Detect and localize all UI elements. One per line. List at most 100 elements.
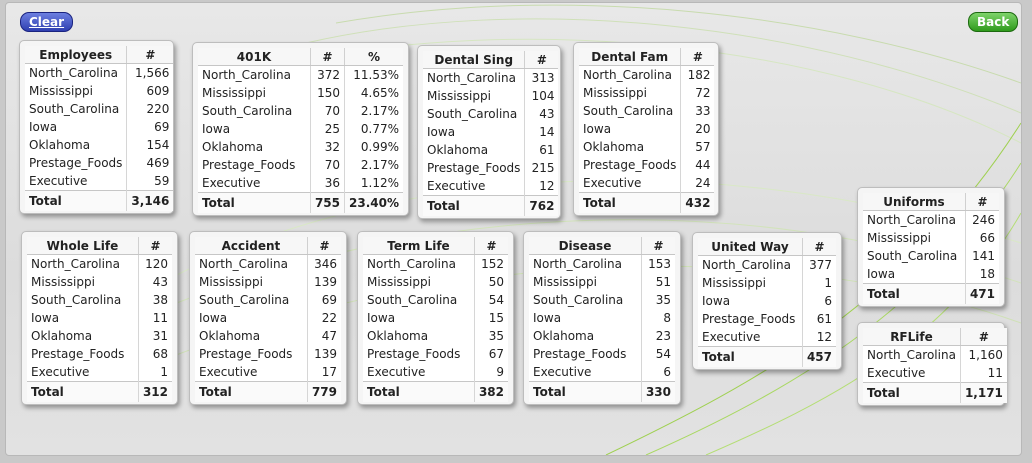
table-row[interactable]: Executive 12: [698, 328, 836, 347]
table-row[interactable]: South_Carolina 33: [579, 102, 714, 120]
table-row[interactable]: South_Carolina 38: [27, 291, 172, 309]
row-value[interactable]: 11: [987, 366, 1003, 380]
table-title[interactable]: Dental Sing: [423, 51, 526, 69]
table-row[interactable]: Executive 59: [25, 172, 173, 191]
row-value[interactable]: 4.65%: [360, 86, 399, 100]
row-value[interactable]: 120: [145, 257, 168, 271]
row-value[interactable]: 372: [310, 65, 346, 84]
row-label[interactable]: Mississippi: [363, 273, 475, 291]
row-value[interactable]: 1,566: [135, 66, 170, 80]
row-label[interactable]: South_Carolina: [363, 291, 475, 309]
row-value[interactable]: 25: [310, 120, 346, 138]
row-value[interactable]: 66: [979, 231, 995, 245]
row-value[interactable]: 0.77%: [360, 122, 399, 136]
row-label[interactable]: Oklahoma: [579, 138, 682, 156]
row-label[interactable]: South_Carolina: [27, 291, 139, 309]
row-value[interactable]: 377: [809, 258, 832, 272]
table-row[interactable]: Executive 9: [363, 363, 508, 382]
table-row[interactable]: Oklahoma 61: [423, 141, 558, 159]
table-row[interactable]: Iowa 69: [25, 118, 173, 136]
row-label[interactable]: Iowa: [27, 309, 139, 327]
row-value[interactable]: 313: [531, 71, 555, 85]
table-row[interactable]: Oklahoma 47: [195, 327, 341, 345]
row-label[interactable]: Mississippi: [579, 84, 682, 102]
row-label[interactable]: North_Carolina: [698, 255, 803, 274]
row-value[interactable]: 469: [146, 156, 170, 170]
table-row[interactable]: Prestage_Foods 54: [529, 345, 675, 363]
row-label[interactable]: Oklahoma: [198, 138, 311, 156]
table-row[interactable]: Executive 11: [863, 364, 1007, 383]
row-value[interactable]: 9: [496, 365, 504, 379]
column-header[interactable]: #: [310, 48, 346, 66]
table-row[interactable]: North_Carolina 246: [863, 210, 999, 229]
table-row[interactable]: Iowa 14: [423, 123, 558, 141]
row-label[interactable]: Executive: [863, 364, 961, 383]
row-label[interactable]: Prestage_Foods: [25, 154, 128, 172]
row-value[interactable]: 139: [314, 275, 337, 289]
row-label[interactable]: South_Carolina: [423, 105, 526, 123]
table-row[interactable]: Oklahoma 32 0.99%: [198, 138, 403, 156]
table-row[interactable]: Iowa 6: [698, 292, 836, 310]
row-value[interactable]: 1,160: [968, 348, 1003, 362]
table-title[interactable]: Dental Fam: [579, 48, 682, 66]
row-value[interactable]: 23: [655, 329, 671, 343]
table-row[interactable]: Prestage_Foods 67: [363, 345, 508, 363]
table-row[interactable]: Oklahoma 154: [25, 136, 173, 154]
row-label[interactable]: North_Carolina: [579, 65, 682, 84]
row-value[interactable]: 54: [655, 347, 671, 361]
row-label[interactable]: South_Carolina: [529, 291, 642, 309]
row-label[interactable]: Oklahoma: [195, 327, 308, 345]
row-value[interactable]: 220: [146, 102, 170, 116]
row-label[interactable]: Mississippi: [195, 273, 308, 291]
row-value[interactable]: 68: [152, 347, 168, 361]
row-label[interactable]: Prestage_Foods: [423, 159, 526, 177]
table-row[interactable]: Prestage_Foods 44: [579, 156, 714, 174]
row-value[interactable]: 152: [481, 257, 504, 271]
row-label[interactable]: Prestage_Foods: [698, 310, 803, 328]
row-value[interactable]: 141: [972, 249, 995, 263]
table-row[interactable]: Mississippi 72: [579, 84, 714, 102]
row-value[interactable]: 20: [695, 122, 711, 136]
column-header[interactable]: #: [965, 193, 999, 211]
table-row[interactable]: Mississippi 609: [25, 82, 173, 100]
table-row[interactable]: North_Carolina 372 11.53%: [198, 65, 403, 84]
row-value[interactable]: 70: [310, 156, 346, 174]
table-row[interactable]: North_Carolina 153: [529, 254, 675, 273]
column-header[interactable]: %: [344, 48, 403, 66]
row-label[interactable]: Iowa: [423, 123, 526, 141]
row-label[interactable]: Iowa: [363, 309, 475, 327]
table-title[interactable]: Disease: [529, 237, 642, 255]
row-value[interactable]: 67: [488, 347, 504, 361]
row-label[interactable]: North_Carolina: [423, 68, 526, 87]
row-label[interactable]: Mississippi: [698, 274, 803, 292]
table-row[interactable]: South_Carolina 70 2.17%: [198, 102, 403, 120]
table-row[interactable]: Prestage_Foods 70 2.17%: [198, 156, 403, 174]
row-label[interactable]: Prestage_Foods: [27, 345, 139, 363]
row-label[interactable]: Mississippi: [423, 87, 526, 105]
row-value[interactable]: 12: [816, 330, 832, 344]
table-row[interactable]: Executive 17: [195, 363, 341, 382]
row-value[interactable]: 153: [648, 257, 671, 271]
table-title[interactable]: United Way: [698, 238, 803, 256]
row-value[interactable]: 43: [152, 275, 168, 289]
row-value[interactable]: 1: [160, 365, 168, 379]
row-label[interactable]: Executive: [363, 363, 475, 382]
column-header[interactable]: #: [641, 237, 675, 255]
row-label[interactable]: Prestage_Foods: [579, 156, 682, 174]
column-header[interactable]: #: [960, 328, 1007, 346]
table-row[interactable]: Mississippi 139: [195, 273, 341, 291]
row-value[interactable]: 43: [539, 107, 555, 121]
table-row[interactable]: Iowa 25 0.77%: [198, 120, 403, 138]
row-value[interactable]: 6: [824, 294, 832, 308]
column-header[interactable]: #: [138, 237, 172, 255]
row-label[interactable]: North_Carolina: [863, 345, 961, 364]
row-label[interactable]: North_Carolina: [25, 63, 128, 82]
row-value[interactable]: 61: [539, 143, 555, 157]
row-value[interactable]: 57: [695, 140, 711, 154]
row-value[interactable]: 35: [655, 293, 671, 307]
row-label[interactable]: Mississippi: [198, 84, 311, 102]
row-value[interactable]: 17: [321, 365, 337, 379]
row-label[interactable]: Executive: [579, 174, 682, 193]
row-label[interactable]: South_Carolina: [195, 291, 308, 309]
table-row[interactable]: North_Carolina 1,160: [863, 345, 1007, 364]
